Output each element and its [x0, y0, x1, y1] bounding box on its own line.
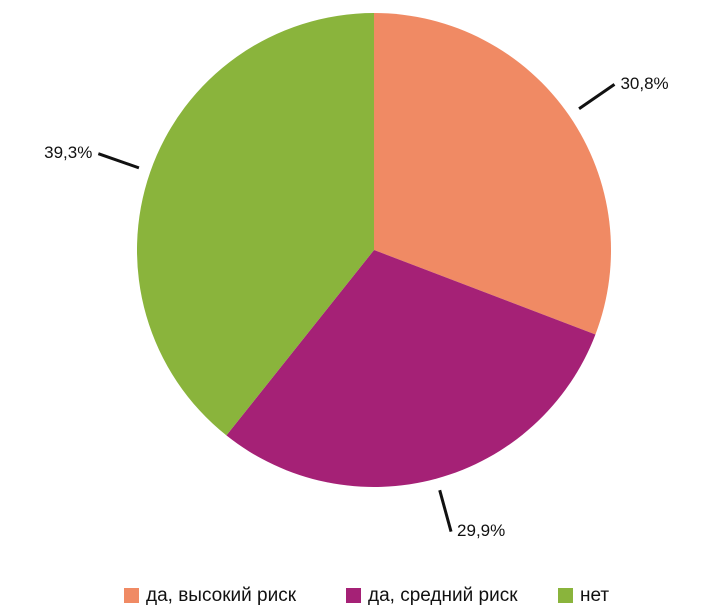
- data-label: 39,3%: [44, 143, 92, 162]
- leader-line: [438, 489, 453, 533]
- legend-label: да, высокий риск: [146, 585, 297, 606]
- legend-swatch: [346, 588, 361, 603]
- legend-swatch: [124, 588, 139, 603]
- pie-slice: [374, 13, 611, 335]
- pie-slice: [226, 250, 596, 487]
- legend-swatch: [558, 588, 573, 603]
- legend-label: да, средний риск: [368, 585, 518, 606]
- leader-line: [97, 152, 140, 170]
- data-label: 30,8%: [620, 74, 668, 93]
- leader-line: [578, 83, 616, 110]
- pie-slice: [137, 13, 374, 436]
- data-label: 29,9%: [457, 521, 505, 540]
- legend-label: нет: [580, 585, 609, 606]
